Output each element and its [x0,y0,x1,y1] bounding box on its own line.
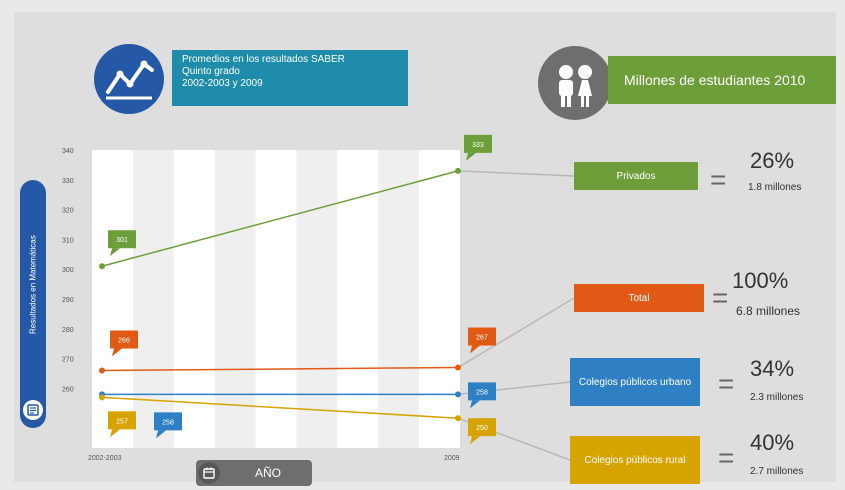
x-tick-label: 2002-2003 [88,455,122,462]
series-line [101,396,459,419]
group-box-rural: Colegios públicos rural [570,436,700,484]
data-label: 266 [118,338,130,345]
group-percent-rural: 40% [750,430,795,455]
chart-title-line-2: Quinto grado [182,66,240,77]
plot-stripe [132,150,174,448]
x-axis-title: AÑO [254,466,281,480]
data-label-box [154,412,182,431]
data-point [99,367,105,374]
plot-stripe [378,150,420,448]
y-tick-label: 270 [62,357,74,364]
data-point [99,394,105,401]
equals-sign: = [718,368,735,399]
group-box-urbano: Colegios públicos urbano [570,358,700,406]
score-icon [23,400,43,420]
equals-sign: = [710,164,727,195]
data-point [455,391,461,398]
chart-title-line-3: 2002-2003 y 2009 [182,78,263,89]
y-tick-label: 310 [62,237,74,244]
group-amount-privados: 1.8 millones [748,182,802,193]
y-tick-label: 260 [62,386,74,393]
data-label-pointer [156,430,166,439]
data-point [99,263,105,270]
data-label-pointer [470,436,480,445]
students-icon [538,46,612,120]
group-box-privados: Privados [574,162,698,190]
group-amount-urbano: 2.3 millones [750,392,804,403]
group-percent-total: 100% [732,268,789,293]
connector-line [457,297,575,369]
data-label-pointer [470,345,480,354]
data-label: 250 [476,425,488,432]
series-line [101,170,459,267]
equals-sign: = [712,282,729,313]
group-amount-rural: 2.7 millones [750,466,804,477]
data-label-box [468,382,496,401]
y-axis-title-bar [20,180,46,428]
data-label: 257 [116,418,128,425]
data-label: 267 [476,335,488,342]
data-label-pointer [112,348,122,357]
y-tick-label: 280 [62,327,74,334]
equals-sign: = [718,442,735,473]
data-label-box [108,411,136,430]
group-amount-total: 6.8 millones [736,304,801,318]
group-box-total: Total [574,284,704,312]
data-label-box [468,418,496,437]
data-label-pointer [110,429,120,438]
data-label-pointer [470,400,480,409]
data-label: 333 [472,142,484,149]
data-point [455,167,461,174]
calendar-icon [198,462,220,484]
data-point [455,364,461,371]
data-label-pointer [466,152,476,161]
data-label-box [110,330,138,349]
data-label-box [108,230,136,249]
plot-stripe [296,150,338,448]
data-label-pointer [110,248,120,257]
data-label-box [468,327,496,346]
chart-title-line-1: Promedios en los resultados SABER [182,54,345,65]
y-tick-label: 290 [62,297,74,304]
series-line [101,366,459,372]
connector-line [457,170,575,177]
group-percent-urbano: 34% [750,356,795,381]
students-title: Millones de estudiantes 2010 [608,56,836,104]
data-label: 258 [476,389,488,396]
group-percent-privados: 26% [750,148,795,173]
data-point [455,415,461,422]
y-tick-label: 320 [62,208,74,215]
chart-title: Promedios en los resultados SABER Quinto… [172,50,408,106]
x-tick-label: 2009 [444,455,460,462]
plot-stripe [214,150,256,448]
y-tick-label: 300 [62,267,74,274]
data-label: 301 [116,237,128,244]
y-tick-label: 340 [62,148,74,155]
data-label: 258 [162,419,174,426]
y-tick-label: 330 [62,178,74,185]
line-chart-icon [94,44,164,114]
data-label-box [464,134,492,153]
